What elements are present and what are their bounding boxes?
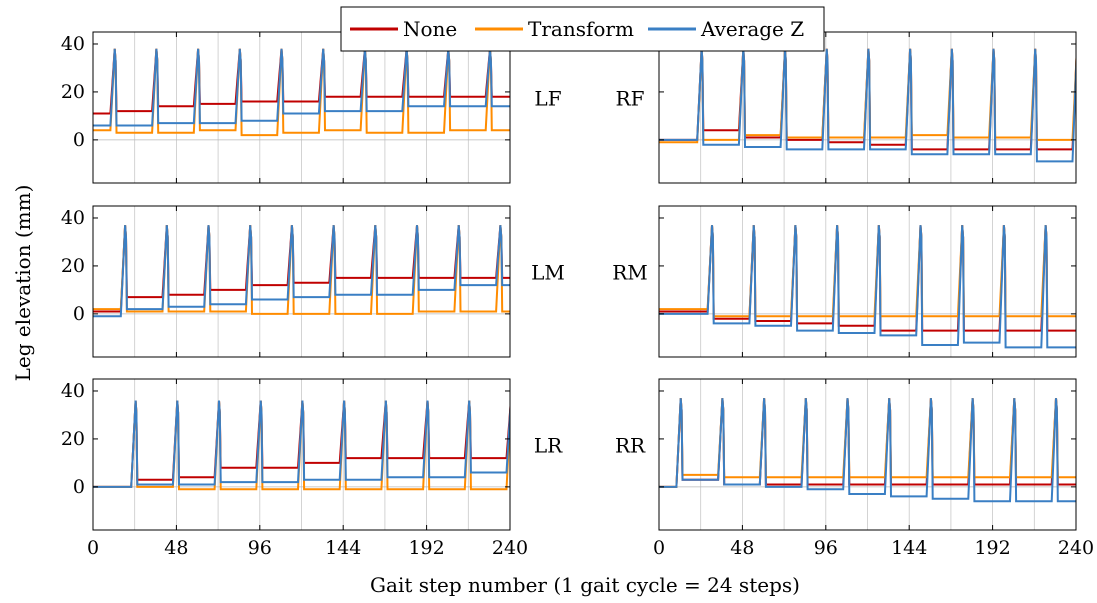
x-tick-label: 192 (974, 537, 1010, 559)
panel-rr: 0 48 96 144 192 240 RR (615, 378, 1094, 559)
y-tick-label: 20 (61, 255, 85, 277)
panel-label-rm: RM (612, 261, 648, 285)
x-tick-label: 144 (325, 537, 361, 559)
legend-label-transform: Transform (528, 17, 634, 41)
panel-label-lr: LR (534, 434, 563, 458)
legend-box (340, 6, 825, 52)
panel-frame (658, 205, 1077, 358)
legend: None Transform Average Z (340, 6, 825, 52)
x-tick-label: 192 (408, 537, 444, 559)
y-tick-label: 0 (73, 129, 85, 151)
y-tick-label: 0 (73, 476, 85, 498)
series-average-z-lm (93, 225, 510, 318)
panel-frame (92, 378, 511, 531)
panel-lr: 0 20 40 0 48 96 144 192 240 LR (61, 378, 563, 559)
y-tick-label: 40 (61, 380, 85, 402)
panel-frame (658, 378, 1077, 531)
panel-rm: RM (612, 205, 1077, 358)
y-tick-label: 40 (61, 33, 85, 55)
series-average-z-rf (659, 48, 1076, 163)
panel-label-lm: LM (531, 261, 565, 285)
x-tick-label: 96 (248, 537, 272, 559)
y-axis-title: Leg elevation (mm) (11, 185, 35, 382)
panel-label-rr: RR (615, 434, 646, 458)
y-tick-label: 20 (61, 428, 85, 450)
y-tick-label: 40 (61, 207, 85, 229)
panel-lm: 0 20 40 LM (61, 205, 565, 358)
legend-label-none: None (403, 17, 457, 41)
panel-lf: 0 20 40 LF (61, 31, 562, 184)
x-axis-title: Gait step number (1 gait cycle = 24 step… (370, 573, 800, 597)
x-tick-label: 48 (164, 537, 188, 559)
x-tick-label: 144 (891, 537, 927, 559)
series-average-z-lr (93, 400, 510, 488)
x-tick-label: 0 (653, 537, 665, 559)
panel-frame (658, 31, 1077, 184)
x-tick-label: 0 (87, 537, 99, 559)
x-tick-label: 48 (730, 537, 754, 559)
panel-frame (92, 31, 511, 184)
panel-label-rf: RF (616, 87, 645, 111)
legend-label-average-z: Average Z (700, 17, 804, 41)
series-average-z-rm (659, 225, 1076, 349)
panel-rf: RF (616, 31, 1077, 184)
x-tick-label: 240 (492, 537, 528, 559)
y-tick-label: 20 (61, 81, 85, 103)
x-tick-label: 240 (1058, 537, 1094, 559)
panel-frame (92, 205, 511, 358)
series-average-z-rr (659, 398, 1076, 503)
x-tick-label: 96 (814, 537, 838, 559)
y-tick-label: 0 (73, 303, 85, 325)
panel-label-lf: LF (534, 87, 561, 111)
